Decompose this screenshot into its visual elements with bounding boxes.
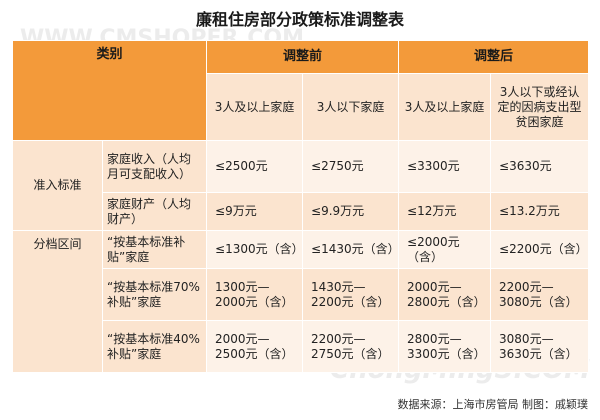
source-footer: 数据来源：上海市房管局 制图：戚颖璞: [397, 398, 589, 411]
table-cell: ≤3300元: [398, 140, 492, 193]
table-cell: ≤12万元: [398, 192, 492, 231]
policy-table: 类别 调整前 调整后 3人及以上家庭 3人以下家庭 3人及以上家庭 3人以下或经…: [11, 40, 590, 373]
subcategory-assets: 家庭财产（人均财产）: [101, 192, 208, 231]
table-cell: ≤2000元（含）: [398, 230, 492, 269]
table-cell: 2200元—3080元（含）: [490, 268, 590, 321]
table-cell: ≤1300元（含）: [206, 230, 304, 269]
table-cell: 2000元—2500元（含）: [206, 320, 304, 373]
table-cell: 2800元—3300元（含）: [398, 320, 492, 373]
table-cell: 2200元—2750元（含）: [302, 320, 400, 373]
col-before-large: 3人及以上家庭: [206, 73, 304, 141]
subcategory-70: “按基本标准70%补贴”家庭: [101, 268, 208, 321]
subcategory-basic: “按基本标准补贴”家庭: [101, 230, 208, 269]
table-cell: 1430元—2200元（含）: [302, 268, 400, 321]
header-category: 类别: [11, 40, 208, 141]
table-cell: 2000元—2800元（含）: [398, 268, 492, 321]
table-cell: 3080元—3630元（含）: [490, 320, 590, 373]
subcategory-40: “按基本标准40%补贴”家庭: [101, 320, 208, 373]
subcategory-income: 家庭收入（人均月可支配收入）: [101, 140, 208, 193]
table-cell: ≤9万元: [206, 192, 304, 231]
col-after-small: 3人以下或经认定的因病支出型贫困家庭: [490, 73, 590, 141]
page-title: 廉租住房部分政策标准调整表: [195, 10, 404, 29]
table-cell: ≤2200元（含）: [490, 230, 590, 269]
category-access: 准入标准: [12, 140, 103, 231]
col-after-large: 3人及以上家庭: [398, 73, 492, 141]
category-tiers: 分档区间: [12, 230, 103, 373]
table-cell: ≤13.2万元: [490, 192, 590, 231]
table-cell: ≤1430元（含）: [302, 230, 400, 269]
header-before: 调整前: [206, 40, 400, 74]
table-cell: ≤3630元: [490, 140, 590, 193]
header-after: 调整后: [398, 40, 590, 74]
table-cell: ≤2750元: [302, 140, 400, 193]
table-cell: 1300元—2000元（含）: [206, 268, 304, 321]
table-cell: ≤9.9万元: [302, 192, 400, 231]
col-before-small: 3人以下家庭: [302, 73, 400, 141]
table-cell: ≤2500元: [206, 140, 304, 193]
